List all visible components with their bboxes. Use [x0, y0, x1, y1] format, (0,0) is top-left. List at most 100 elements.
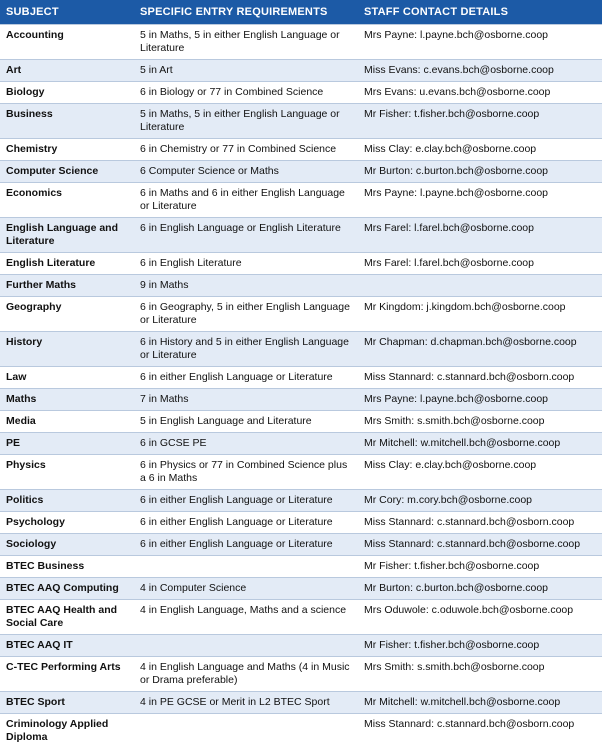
- requirements-cell: 6 in either English Language or Literatu…: [134, 367, 358, 389]
- contact-cell: Mr Fisher: t.fisher.bch@osborne.coop: [358, 104, 602, 139]
- contact-cell: Mrs Evans: u.evans.bch@osborne.coop: [358, 82, 602, 104]
- requirements-cell: 6 in Physics or 77 in Combined Science p…: [134, 455, 358, 490]
- contact-cell: Mrs Payne: l.payne.bch@osborne.coop: [358, 183, 602, 218]
- requirements-cell: 6 in Biology or 77 in Combined Science: [134, 82, 358, 104]
- requirements-cell: 5 in Maths, 5 in either English Language…: [134, 25, 358, 60]
- column-header: SUBJECT: [0, 0, 134, 25]
- subject-cell: Economics: [0, 183, 134, 218]
- contact-cell: Mrs Smith: s.smith.bch@osborne.coop: [358, 657, 602, 692]
- column-header: STAFF CONTACT DETAILS: [358, 0, 602, 25]
- contact-cell: Miss Stannard: c.stannard.bch@osborn.coo…: [358, 367, 602, 389]
- subject-cell: Geography: [0, 297, 134, 332]
- requirements-cell: 6 in Geography, 5 in either English Lang…: [134, 297, 358, 332]
- contact-cell: Mr Cory: m.cory.bch@osborne.coop: [358, 490, 602, 512]
- subject-cell: BTEC AAQ Computing: [0, 578, 134, 600]
- requirements-cell: 6 in History and 5 in either English Lan…: [134, 332, 358, 367]
- subject-cell: Psychology: [0, 512, 134, 534]
- contact-cell: Miss Evans: c.evans.bch@osborne.coop: [358, 60, 602, 82]
- subject-cell: Art: [0, 60, 134, 82]
- requirements-cell: 5 in English Language and Literature: [134, 411, 358, 433]
- subject-cell: BTEC AAQ Health and Social Care: [0, 600, 134, 635]
- requirements-cell: [134, 635, 358, 657]
- contact-cell: Mrs Payne: l.payne.bch@osborne.coop: [358, 389, 602, 411]
- requirements-cell: 6 in either English Language or Literatu…: [134, 512, 358, 534]
- contact-cell: Mrs Farel: l.farel.bch@osborne.coop: [358, 253, 602, 275]
- contact-cell: [358, 275, 602, 297]
- subject-cell: Law: [0, 367, 134, 389]
- subject-cell: Politics: [0, 490, 134, 512]
- contact-cell: Mr Mitchell: w.mitchell.bch@osborne.coop: [358, 433, 602, 455]
- subject-cell: Sociology: [0, 534, 134, 556]
- subject-cell: Accounting: [0, 25, 134, 60]
- requirements-cell: 5 in Maths, 5 in either English Language…: [134, 104, 358, 139]
- requirements-cell: 6 in English Literature: [134, 253, 358, 275]
- requirements-cell: 4 in Computer Science: [134, 578, 358, 600]
- contact-cell: Miss Clay: e.clay.bch@osborne.coop: [358, 455, 602, 490]
- requirements-cell: [134, 556, 358, 578]
- contact-cell: Miss Stannard: c.stannard.bch@osborne.co…: [358, 534, 602, 556]
- subject-cell: BTEC Business: [0, 556, 134, 578]
- subject-cell: Media: [0, 411, 134, 433]
- contact-cell: Miss Stannard: c.stannard.bch@osborn.coo…: [358, 512, 602, 534]
- requirements-cell: 7 in Maths: [134, 389, 358, 411]
- requirements-cell: 6 in Chemistry or 77 in Combined Science: [134, 139, 358, 161]
- column-header: SPECIFIC ENTRY REQUIREMENTS: [134, 0, 358, 25]
- requirements-cell: 6 in Maths and 6 in either English Langu…: [134, 183, 358, 218]
- subject-cell: Physics: [0, 455, 134, 490]
- requirements-cell: 4 in English Language, Maths and a scien…: [134, 600, 358, 635]
- requirements-cell: [134, 714, 358, 748]
- subject-cell: BTEC Sport: [0, 692, 134, 714]
- contact-cell: Mr Kingdom: j.kingdom.bch@osborne.coop: [358, 297, 602, 332]
- subject-cell: History: [0, 332, 134, 367]
- requirements-cell: 6 in GCSE PE: [134, 433, 358, 455]
- subject-cell: PE: [0, 433, 134, 455]
- contact-cell: Mr Fisher: t.fisher.bch@osborne.coop: [358, 635, 602, 657]
- subject-cell: English Literature: [0, 253, 134, 275]
- contact-cell: Mr Burton: c.burton.bch@osborne.coop: [358, 578, 602, 600]
- requirements-cell: 4 in PE GCSE or Merit in L2 BTEC Sport: [134, 692, 358, 714]
- table-row: BTEC Business Mr Fisher: t.fisher.bch@osb…: [0, 556, 602, 578]
- subject-cell: Biology: [0, 82, 134, 104]
- subject-cell: Maths: [0, 389, 134, 411]
- contact-cell: Mr Mitchell: w.mitchell.bch@osborne.coop: [358, 692, 602, 714]
- contact-cell: Mrs Farel: l.farel.bch@osborne.coop: [358, 218, 602, 253]
- contact-cell: Mr Burton: c.burton.bch@osborne.coop: [358, 161, 602, 183]
- requirements-cell: 4 in English Language and Maths (4 in Mu…: [134, 657, 358, 692]
- contact-cell: Mr Chapman: d.chapman.bch@osborne.coop: [358, 332, 602, 367]
- subject-cell: Business: [0, 104, 134, 139]
- contact-cell: Mrs Oduwole: c.oduwole.bch@osborne.coop: [358, 600, 602, 635]
- subject-cell: Computer Science: [0, 161, 134, 183]
- contact-cell: Mr Fisher: t.fisher.bch@osborne.coop: [358, 556, 602, 578]
- subject-cell: Chemistry: [0, 139, 134, 161]
- requirements-cell: 6 in either English Language or Literatu…: [134, 534, 358, 556]
- contact-cell: Miss Stannard: c.stannard.bch@osborn.coo…: [358, 714, 602, 748]
- requirements-cell: 6 in either English Language or Literatu…: [134, 490, 358, 512]
